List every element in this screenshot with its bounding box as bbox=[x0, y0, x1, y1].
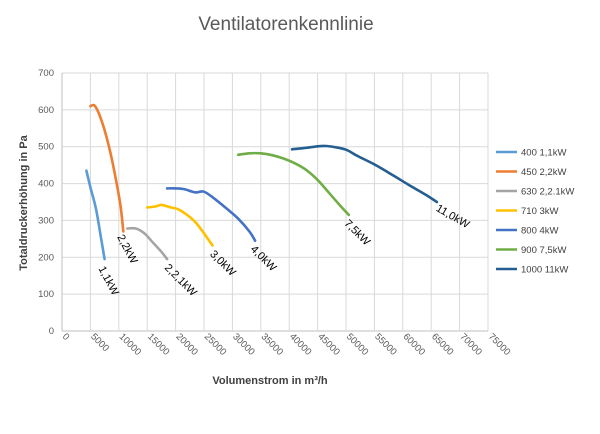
legend-entry: 630 2,2.1kW bbox=[521, 187, 574, 198]
legend-entry: 710 3kW bbox=[521, 206, 559, 217]
y-tick-label: 500 bbox=[38, 142, 54, 153]
series-line-6 bbox=[290, 144, 439, 204]
y-axis-title: Totaldruckerhöhung in Pa bbox=[18, 134, 30, 270]
series-line-5 bbox=[236, 151, 351, 217]
y-tick-label: 600 bbox=[38, 105, 54, 116]
chart-title: Ventilatorenkennlinie bbox=[198, 14, 373, 35]
y-tick-label: 400 bbox=[38, 179, 54, 190]
series-line-4 bbox=[165, 187, 257, 242]
y-tick-label: 300 bbox=[38, 215, 54, 226]
series-line-0 bbox=[85, 169, 106, 261]
legend-entry: 400 1,1kW bbox=[521, 148, 566, 159]
x-axis-title: Volumenstrom in m³/h bbox=[212, 375, 328, 387]
series-line-3 bbox=[145, 203, 214, 247]
series-line-1 bbox=[89, 103, 125, 233]
series-layer bbox=[85, 103, 439, 261]
y-tick-label: 0 bbox=[49, 326, 54, 337]
y-tick-label: 100 bbox=[38, 289, 54, 300]
x-tick-label: 0 bbox=[60, 331, 72, 343]
legend-entry: 450 2,2kW bbox=[521, 167, 566, 178]
legend-entry: 800 4kW bbox=[521, 226, 559, 237]
y-tick-label: 700 bbox=[38, 68, 54, 79]
legend: 400 1,1kW 450 2,2kW 630 2,2.1kW 710 3kW 800 … bbox=[496, 148, 574, 276]
series-line-2 bbox=[126, 226, 169, 261]
y-tick-label: 200 bbox=[38, 252, 54, 263]
legend-entry: 900 7,5kW bbox=[521, 245, 566, 256]
legend-entry: 1000 11kW bbox=[521, 265, 568, 276]
